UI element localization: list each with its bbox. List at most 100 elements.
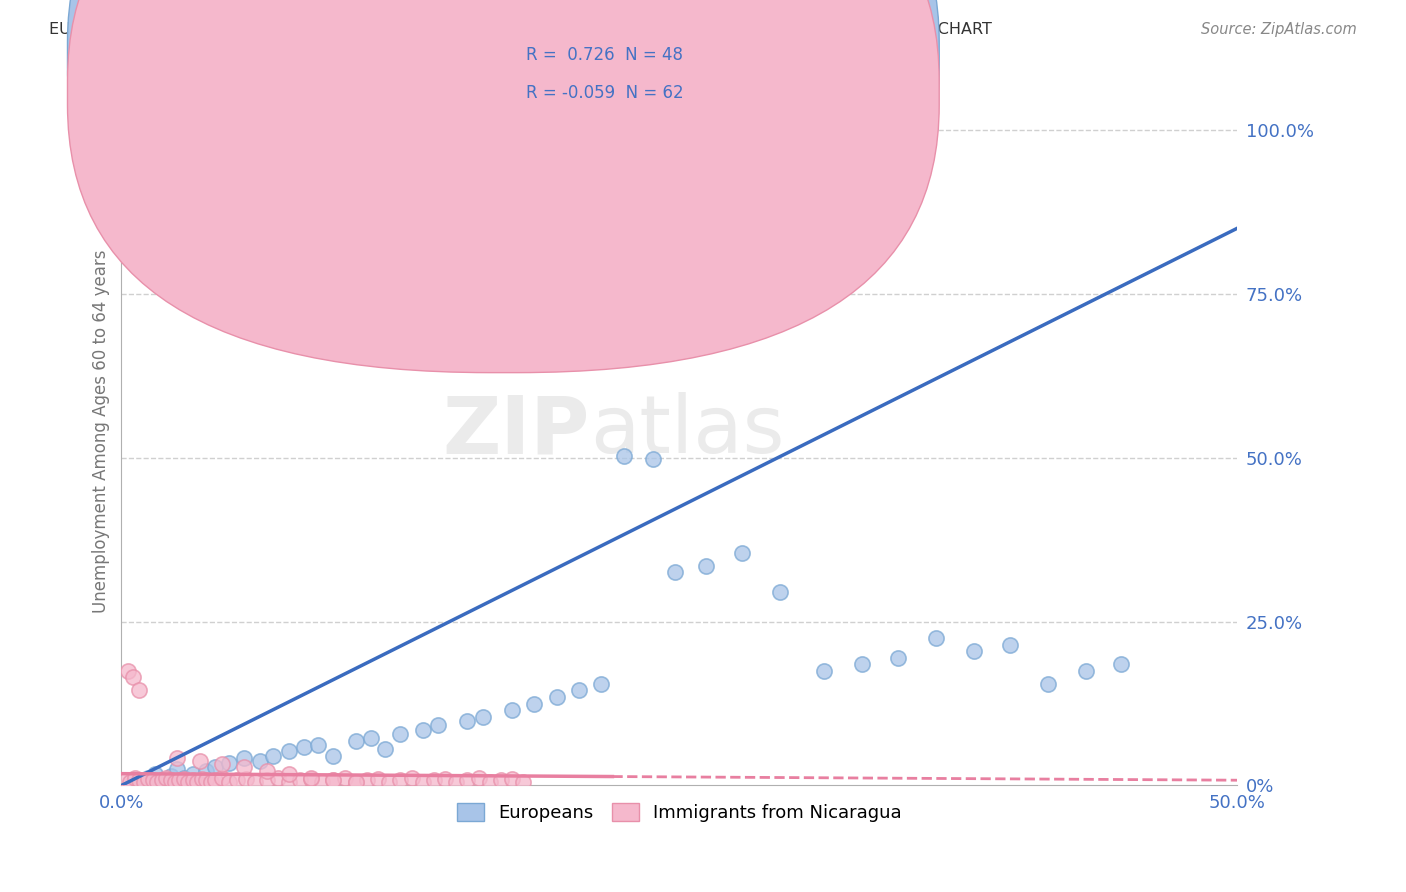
Point [501, 703, 523, 717]
Point [444, 775, 467, 789]
Point [169, 773, 191, 788]
Point [249, 754, 271, 768]
Point [235, 772, 257, 786]
Point [299, 772, 322, 786]
Point [412, 723, 434, 737]
Point [150, 773, 173, 788]
Point [998, 638, 1021, 652]
Point [641, 452, 664, 467]
Point [200, 775, 222, 789]
Point [591, 677, 613, 691]
Point [374, 742, 396, 756]
Text: atlas: atlas [591, 392, 785, 470]
Point [163, 775, 186, 789]
Y-axis label: Unemployment Among Ages 60 to 64 years: Unemployment Among Ages 60 to 64 years [93, 250, 110, 613]
Point [568, 683, 591, 698]
Point [142, 773, 165, 788]
Point [322, 773, 344, 788]
Point [211, 757, 233, 772]
Point [824, 110, 846, 124]
Point [288, 773, 311, 788]
Point [1074, 664, 1097, 678]
Point [262, 748, 284, 763]
Point [731, 546, 754, 560]
Point [277, 744, 299, 758]
Point [266, 771, 288, 785]
Point [128, 773, 150, 788]
Point [456, 714, 478, 729]
Point [344, 734, 367, 748]
Point [472, 709, 495, 723]
Point [367, 772, 389, 786]
Point [434, 772, 457, 786]
Point [478, 775, 501, 789]
Point [299, 771, 322, 785]
Point [311, 775, 333, 789]
Point [333, 771, 356, 785]
Point [159, 773, 181, 788]
Point [120, 775, 142, 789]
Point [389, 727, 412, 741]
Point [195, 764, 218, 778]
Point [389, 773, 412, 788]
Point [695, 558, 717, 573]
Point [307, 738, 329, 752]
Point [146, 775, 169, 789]
Point [218, 756, 240, 770]
Point [155, 771, 177, 785]
Point [128, 683, 150, 698]
Point [546, 690, 568, 704]
Point [360, 731, 382, 746]
Point [117, 664, 139, 678]
Point [423, 773, 446, 788]
Point [378, 775, 401, 789]
Point [501, 772, 523, 786]
Point [121, 775, 143, 789]
Text: R = -0.059  N = 62: R = -0.059 N = 62 [526, 84, 683, 102]
Point [925, 631, 948, 645]
Point [121, 670, 143, 684]
Point [1036, 677, 1059, 691]
Point [191, 772, 214, 786]
Point [523, 697, 546, 711]
Point [963, 644, 986, 658]
Point [277, 766, 299, 780]
Point [159, 769, 181, 783]
Point [233, 751, 256, 765]
Text: ZIP: ZIP [443, 392, 591, 470]
Point [344, 775, 367, 789]
Point [226, 773, 249, 788]
Point [186, 775, 208, 789]
Text: R =  0.726  N = 48: R = 0.726 N = 48 [526, 45, 683, 63]
Point [887, 650, 910, 665]
Point [150, 773, 173, 788]
Point [177, 775, 200, 789]
Point [294, 740, 316, 755]
Point [233, 760, 256, 774]
Point [128, 773, 150, 788]
Point [412, 775, 434, 789]
Point [322, 773, 344, 788]
Legend: Europeans, Immigrants from Nicaragua: Europeans, Immigrants from Nicaragua [450, 796, 910, 830]
Point [181, 766, 204, 780]
Point [256, 764, 278, 778]
Point [427, 718, 450, 732]
Point [132, 775, 155, 789]
Point [344, 775, 367, 789]
Point [813, 664, 835, 678]
Point [401, 771, 423, 785]
Point [143, 766, 166, 780]
Point [613, 450, 636, 464]
Point [181, 773, 204, 788]
Text: EUROPEAN VS IMMIGRANTS FROM NICARAGUA UNEMPLOYMENT AMONG AGES 60 TO 64 YEARS COR: EUROPEAN VS IMMIGRANTS FROM NICARAGUA UN… [49, 22, 993, 37]
Point [211, 771, 233, 785]
Text: Source: ZipAtlas.com: Source: ZipAtlas.com [1201, 22, 1357, 37]
Point [166, 762, 188, 776]
Point [322, 748, 344, 763]
Point [173, 771, 195, 785]
Point [277, 775, 299, 789]
Point [136, 771, 159, 785]
Point [512, 775, 534, 789]
Point [245, 775, 267, 789]
Point [136, 772, 159, 786]
